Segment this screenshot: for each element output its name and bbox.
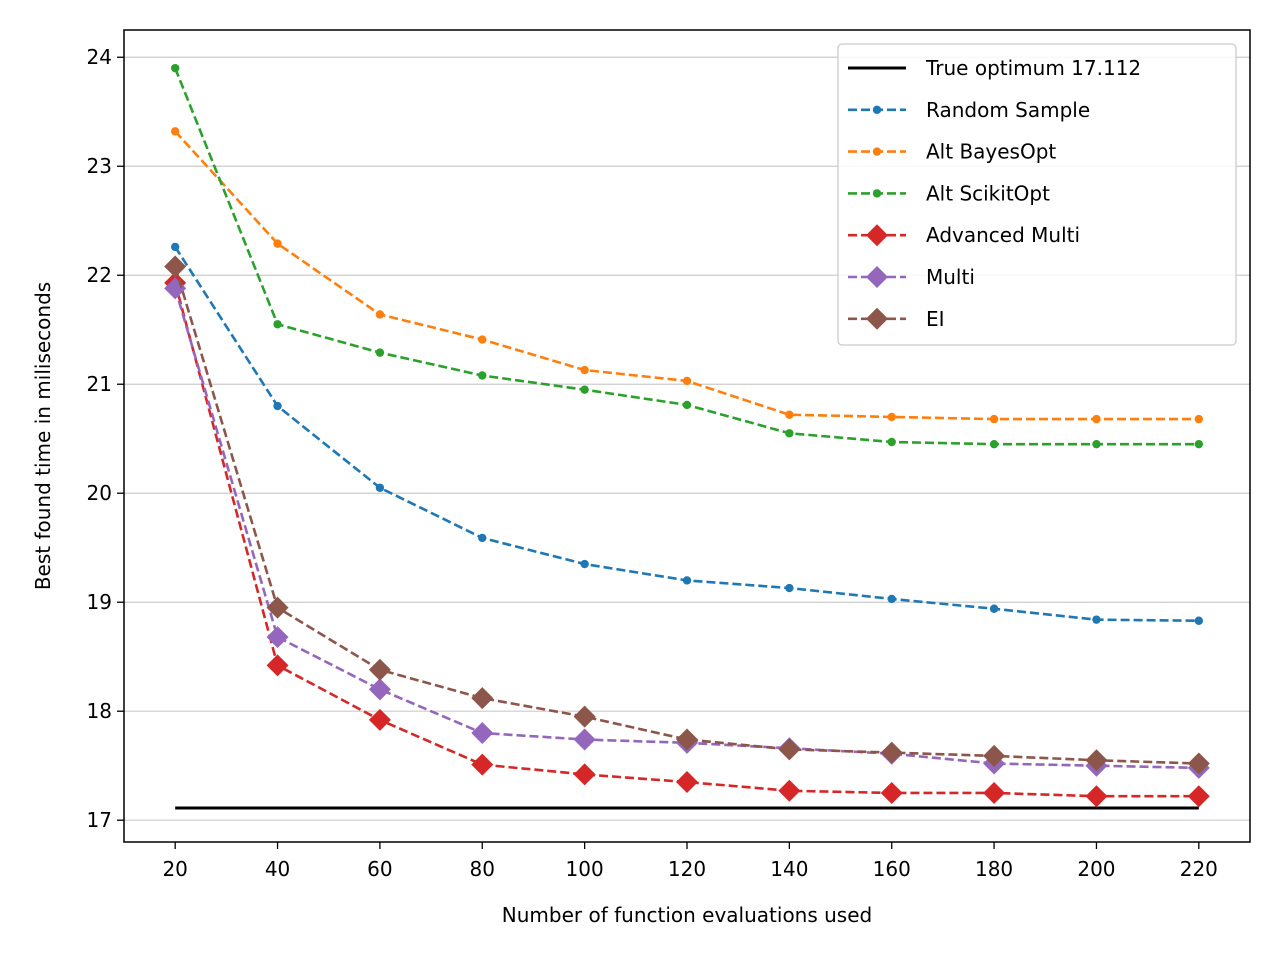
series-line-advanced-multi: [173, 282, 1199, 798]
data-point-alt-bayesopt: [478, 335, 487, 344]
data-point-advanced-multi: [573, 763, 596, 786]
data-point-alt-bayesopt: [989, 414, 999, 424]
data-point-ei: [778, 738, 801, 761]
legend-marker-random-sample: [872, 105, 882, 115]
data-point-random-sample: [170, 242, 180, 252]
y-tick-label: 17: [87, 808, 112, 832]
data-point-ei: [164, 255, 187, 278]
data-point-random-sample: [273, 401, 282, 411]
x-tick-label: 60: [367, 857, 392, 881]
x-axis-label: Number of function evaluations used: [502, 903, 872, 927]
legend-label-alt-scikitopt: Alt ScikitOpt: [926, 181, 1050, 205]
data-point-alt-scikitopt: [375, 348, 385, 357]
data-point-multi: [266, 626, 289, 649]
data-point-ei: [471, 687, 494, 710]
legend-label-multi: Multi: [926, 265, 975, 289]
data-point-alt-scikitopt: [682, 400, 692, 410]
data-point-ei: [983, 744, 1006, 767]
x-tick-label: 160: [873, 857, 911, 881]
data-point-alt-scikitopt: [1092, 439, 1101, 449]
data-point-random-sample: [580, 559, 589, 569]
data-point-advanced-multi: [368, 708, 391, 731]
data-point-advanced-multi: [1187, 785, 1210, 808]
data-point-alt-scikitopt: [478, 371, 487, 380]
data-point-ei: [880, 741, 903, 764]
y-tick-label: 20: [87, 481, 112, 505]
x-tick-label: 120: [668, 857, 706, 881]
y-tick-label: 22: [87, 263, 112, 287]
data-point-ei: [266, 596, 289, 619]
legend-box: [837, 43, 1237, 346]
data-point-alt-bayesopt: [1092, 414, 1101, 424]
y-tick-label: 18: [87, 699, 112, 723]
x-tick-label: 20: [162, 857, 187, 881]
data-point-advanced-multi: [471, 753, 494, 776]
y-tick-label: 19: [87, 590, 112, 614]
data-point-ei: [1085, 749, 1108, 772]
data-point-alt-bayesopt: [785, 410, 794, 419]
legend-marker-advanced-multi: [866, 224, 888, 247]
data-point-random-sample: [375, 483, 385, 492]
data-point-random-sample: [682, 576, 692, 585]
series-line-ei: [173, 266, 1199, 765]
legend-label-true-optimum-17-112: True optimum 17.112: [925, 56, 1141, 80]
data-point-alt-bayesopt: [887, 412, 896, 422]
legend-marker-multi: [866, 266, 888, 288]
y-axis-label: Best found time in miliseconds: [31, 282, 55, 590]
data-point-random-sample: [478, 533, 487, 543]
axis-ticks: 17 18 19 20 21 22 23 24 20 40 60 80 100 120 140 160 180 2…: [87, 45, 1218, 881]
data-point-alt-scikitopt: [785, 429, 794, 438]
data-point-advanced-multi: [983, 781, 1006, 804]
data-point-alt-scikitopt: [887, 437, 896, 447]
x-tick-label: 40: [265, 857, 290, 881]
data-point-ei: [1187, 752, 1210, 775]
x-tick-label: 180: [975, 857, 1013, 881]
data-point-ei: [676, 728, 698, 751]
legend-label-advanced-multi: Advanced Multi: [926, 223, 1080, 247]
legend-label-alt-bayesopt: Alt BayesOpt: [926, 140, 1056, 164]
x-tick-label: 80: [470, 857, 495, 881]
data-point-multi: [573, 728, 596, 751]
legend-marker-alt-bayesopt: [872, 147, 882, 156]
data-point-random-sample: [1092, 615, 1101, 624]
x-tick-label: 140: [770, 857, 808, 881]
data-point-alt-bayesopt: [1194, 414, 1204, 424]
data-point-ei: [368, 658, 391, 681]
data-point-alt-scikitopt: [989, 439, 999, 449]
y-tick-label: 24: [87, 45, 112, 69]
data-point-alt-bayesopt: [375, 310, 385, 319]
data-point-alt-bayesopt: [580, 365, 589, 375]
data-point-random-sample: [785, 583, 794, 593]
legend-marker-ei: [866, 307, 888, 330]
data-point-random-sample: [887, 594, 896, 604]
data-point-alt-scikitopt: [273, 320, 282, 329]
x-tick-label: 200: [1077, 857, 1115, 881]
x-tick-label: 100: [566, 857, 604, 881]
legend-label-ei: EI: [926, 307, 945, 331]
data-point-advanced-multi: [1085, 785, 1108, 808]
y-tick-label: 21: [87, 372, 112, 396]
data-point-random-sample: [989, 604, 999, 613]
data-point-alt-scikitopt: [1194, 439, 1204, 449]
data-point-random-sample: [1194, 616, 1204, 625]
series-group: [164, 63, 1210, 810]
data-point-ei: [573, 705, 596, 728]
y-tick-label: 23: [87, 154, 112, 178]
data-point-alt-bayesopt: [682, 376, 692, 386]
data-point-alt-scikitopt: [580, 385, 589, 394]
data-point-alt-scikitopt: [170, 63, 180, 73]
legend-label-random-sample: Random Sample: [926, 98, 1090, 122]
data-point-multi: [368, 678, 391, 701]
data-point-alt-bayesopt: [273, 239, 282, 248]
data-point-multi: [471, 722, 494, 745]
legend-marker-alt-scikitopt: [872, 189, 882, 198]
legend: True optimum 17.112 Random Sample Alt Baye…: [837, 43, 1237, 346]
x-tick-label: 220: [1180, 857, 1218, 881]
data-point-advanced-multi: [266, 654, 289, 677]
data-point-advanced-multi: [676, 771, 698, 794]
data-point-advanced-multi: [880, 781, 903, 804]
data-point-advanced-multi: [778, 779, 801, 802]
data-point-alt-bayesopt: [170, 127, 180, 136]
